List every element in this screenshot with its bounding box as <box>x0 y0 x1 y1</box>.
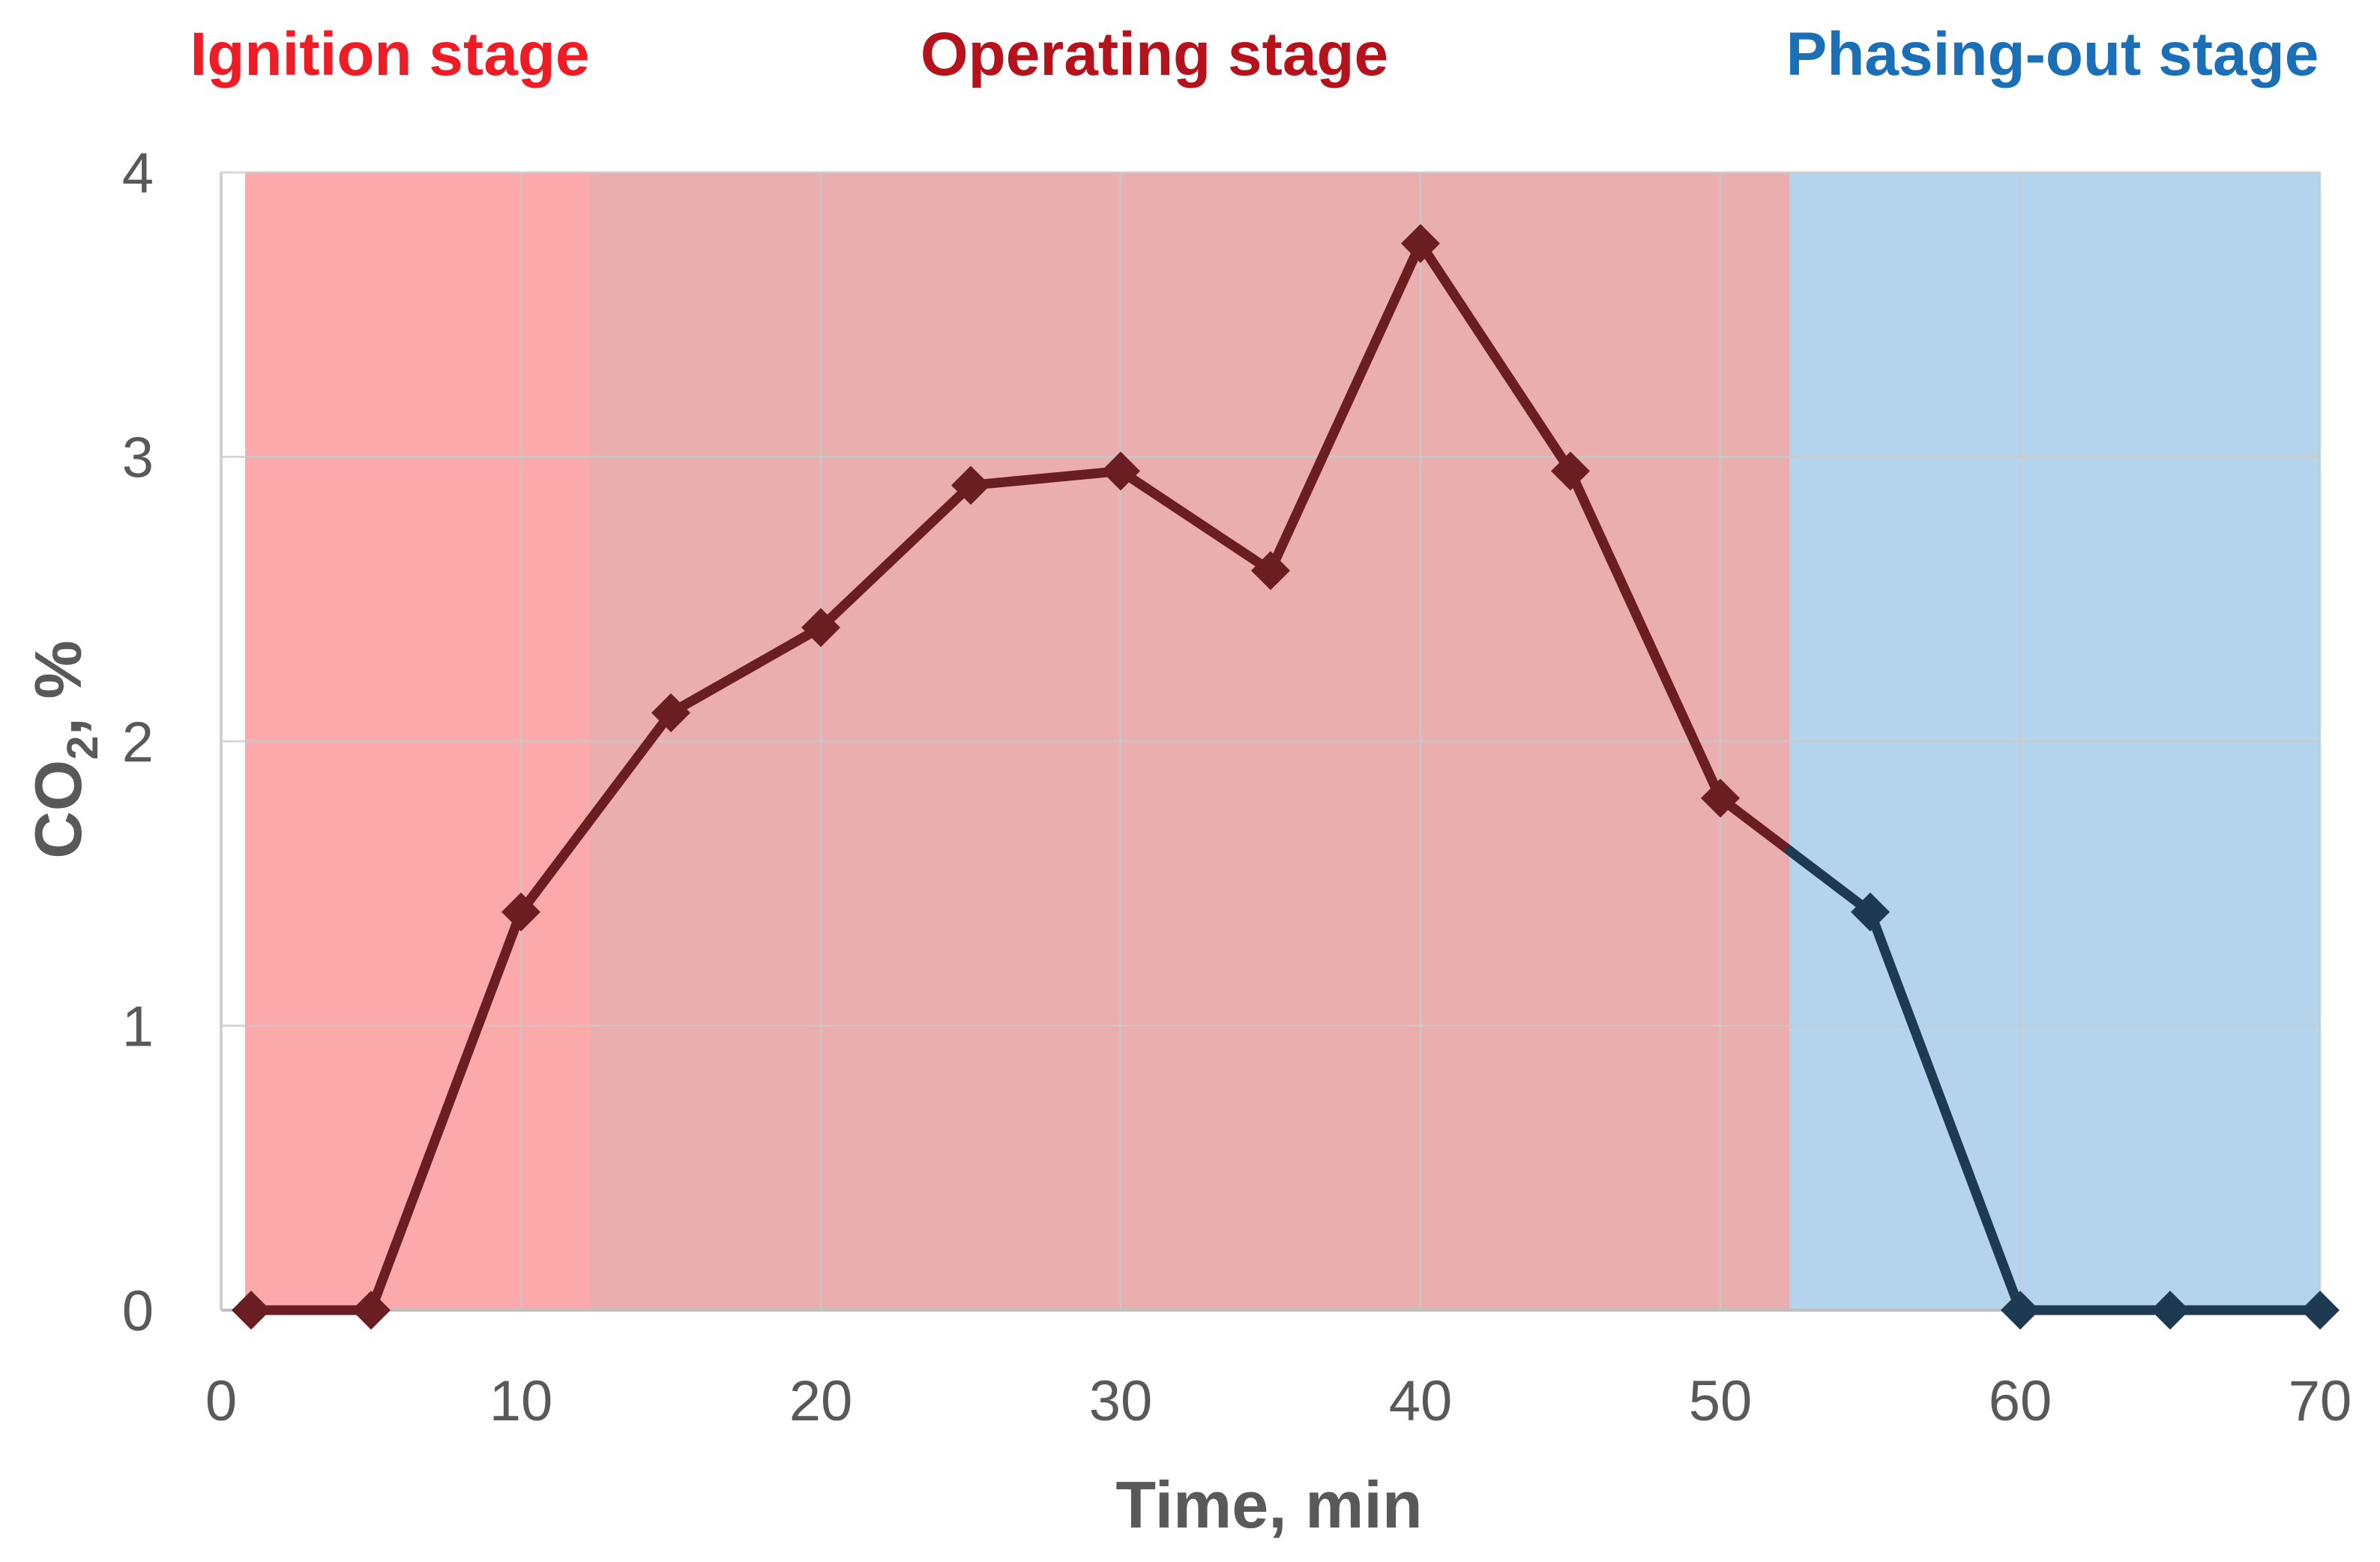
y-axis-title-suffix: , % <box>21 640 95 735</box>
series-segment-10-a <box>1715 793 1795 856</box>
data-point-7 <box>1251 551 1290 591</box>
y-tick-labels: 0 1 2 3 4 <box>122 142 154 1343</box>
y-tick-label-3: 3 <box>122 426 154 490</box>
data-point-4 <box>801 608 840 648</box>
series-segment-5 <box>965 465 1126 490</box>
series-segment-9 <box>1565 465 1726 803</box>
data-point-13 <box>2151 1291 2190 1330</box>
stage-title-0: Ignition stage <box>190 20 590 88</box>
x-tick-label-7: 70 <box>2289 1369 2352 1433</box>
series-segment-10-b <box>1784 845 1876 917</box>
data-point-9 <box>1551 451 1590 491</box>
series-segment-1 <box>366 907 526 1315</box>
data-point-1 <box>352 1291 391 1330</box>
y-tick-label-0: 0 <box>122 1279 154 1343</box>
series-segment-2 <box>516 708 676 917</box>
x-tick-label-6: 60 <box>1989 1369 2052 1433</box>
series-segment-8 <box>1415 238 1576 476</box>
y-axis-title-main: CO <box>21 760 95 859</box>
series-segment-4 <box>816 480 976 633</box>
data-point-3 <box>651 693 690 733</box>
x-tick-label-5: 50 <box>1689 1369 1753 1433</box>
y-tick-label-4: 4 <box>122 142 154 205</box>
x-axis-title: Time, min <box>1115 1468 1422 1542</box>
data-point-10 <box>1701 778 1740 818</box>
y-axis-title-subscript: 2 <box>58 735 107 759</box>
data-point-14 <box>2301 1291 2340 1330</box>
data-point-2 <box>501 892 540 932</box>
data-point-5 <box>951 465 990 505</box>
x-tick-label-4: 40 <box>1389 1369 1453 1433</box>
series-co2 <box>246 238 2325 1315</box>
y-axis-title: CO2, % <box>21 640 107 858</box>
series-markers <box>232 223 2340 1330</box>
y-tick-label-2: 2 <box>122 711 154 774</box>
x-tick-labels: 0 10 20 30 40 50 60 70 <box>205 1369 2352 1433</box>
x-tick-label-3: 30 <box>1089 1369 1153 1433</box>
stage-title-2: Phasing-out stage <box>1786 20 2319 88</box>
x-tick-label-0: 0 <box>205 1369 237 1433</box>
data-point-11 <box>1851 892 1890 932</box>
data-point-12 <box>2001 1291 2040 1330</box>
y-tick-label-1: 1 <box>122 995 154 1059</box>
x-tick-label-1: 10 <box>489 1369 553 1433</box>
axes <box>220 172 2320 1312</box>
stage-title-1: Operating stage <box>921 20 1388 88</box>
series-segment-6 <box>1115 465 1276 576</box>
data-point-6 <box>1101 451 1140 491</box>
series-segment-7 <box>1265 238 1426 576</box>
data-point-0 <box>232 1291 271 1330</box>
series-segment-11 <box>1865 907 2025 1315</box>
series-segment-3 <box>666 622 826 718</box>
data-point-8 <box>1401 223 1440 263</box>
stage-titles: Ignition stage Operating stage Phasing-out… <box>190 20 2319 88</box>
x-tick-label-2: 20 <box>789 1369 853 1433</box>
